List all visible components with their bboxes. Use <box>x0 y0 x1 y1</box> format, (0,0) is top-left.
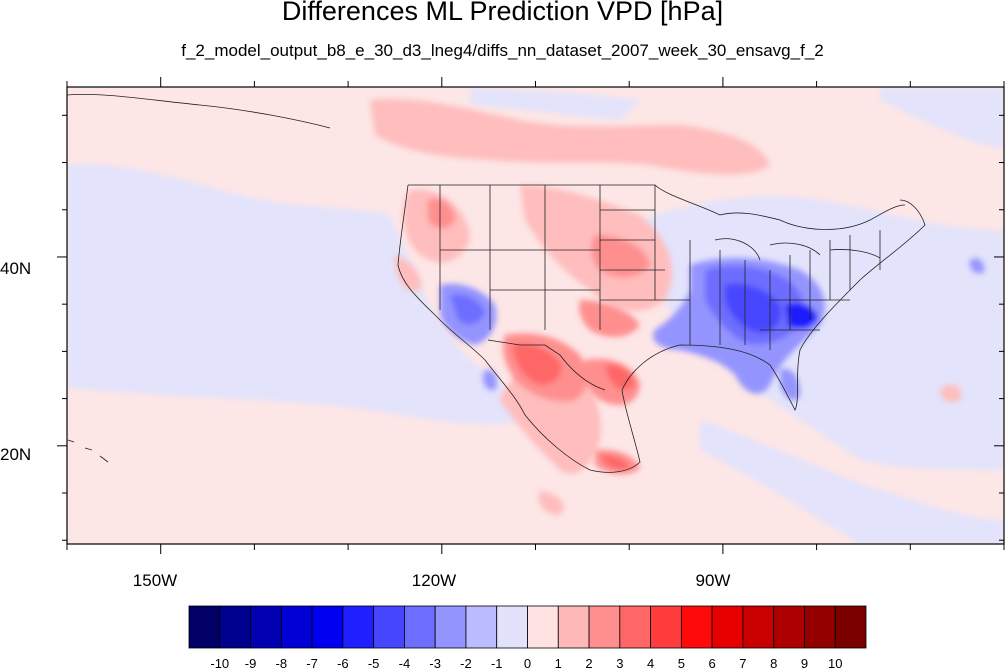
colorbar-label: 6 <box>709 656 716 671</box>
colorbar-box <box>404 605 436 649</box>
colorbar-box <box>188 605 221 649</box>
colorbar-boxes <box>188 605 867 649</box>
colorbar-label: -7 <box>306 656 318 671</box>
lon-label-150w: 150W <box>132 571 178 590</box>
colorbar-box <box>557 605 590 649</box>
colorbar-box <box>250 605 282 649</box>
lat-label-40n: 40N <box>0 259 32 278</box>
colorbar-label: 7 <box>739 656 746 671</box>
red-anomaly-areas <box>428 198 650 475</box>
colorbar-box <box>496 605 528 649</box>
colorbar-label: 0 <box>524 656 531 671</box>
state-lines-east <box>760 230 881 331</box>
state-lines-central <box>600 185 771 350</box>
map-plot-area <box>67 87 1004 544</box>
lon-label-120w: 120W <box>411 571 457 590</box>
colorbar-label: -6 <box>337 656 349 671</box>
colorbar-label: -10 <box>210 656 229 671</box>
great-lakes <box>714 238 881 261</box>
axis-ticks <box>57 77 1005 554</box>
map-title: Differences ML Prediction VPD [hPa] <box>281 0 724 26</box>
colorbar-box <box>742 605 775 649</box>
colorbar-box <box>804 605 836 649</box>
colorbar-box <box>711 605 744 649</box>
colorbar-label: 2 <box>585 656 592 671</box>
coastline-and-borders <box>67 93 926 473</box>
colorbar-label: 8 <box>770 656 777 671</box>
colorbar-box <box>434 605 467 649</box>
alaska-coastline <box>67 93 331 129</box>
colorbar-label: -2 <box>460 656 472 671</box>
us-canada-border <box>408 184 906 230</box>
lat-label-20n: 20N <box>0 445 32 464</box>
colorbar-box <box>680 605 713 649</box>
colorbar-label: -3 <box>429 656 441 671</box>
colorbar-box <box>650 605 682 649</box>
colorbar-box <box>373 605 405 649</box>
north-america-coastline <box>397 184 926 473</box>
colorbar-label: 4 <box>647 656 654 671</box>
us-mexico-border <box>487 339 606 391</box>
colorbar-box <box>773 605 805 649</box>
colorbar-label: -1 <box>491 656 503 671</box>
colorbar-label: 5 <box>678 656 685 671</box>
colorbar-label: 9 <box>801 656 808 671</box>
colorbar-label: 3 <box>616 656 623 671</box>
map-subtitle: f_2_model_output_b8_e_30_d3_lneg4/diffs_… <box>181 41 824 60</box>
light-blue-anomaly-areas <box>67 88 1004 544</box>
colorbar-label: -8 <box>276 656 288 671</box>
colorbar-box <box>311 605 344 649</box>
colorbar-label: 1 <box>555 656 562 671</box>
colorbar-box <box>527 605 559 649</box>
colorbar-box <box>280 605 313 649</box>
colorbar-label: -5 <box>368 656 380 671</box>
hawaii-islands <box>67 439 109 463</box>
lon-label-90w: 90W <box>695 571 731 590</box>
colorbar-label: 10 <box>828 656 842 671</box>
colorbar-label: -4 <box>399 656 411 671</box>
colorbar-labels: -10 -9 -8 -7 -6 -5 -4 -3 -2 -1 0 1 2 3 4 5 6 7 8 9 10 <box>210 656 842 671</box>
colorbar-box <box>588 605 621 649</box>
colorbar-label: -9 <box>245 656 257 671</box>
colorbar-box <box>219 605 251 649</box>
blue-anomaly-areas <box>440 258 985 401</box>
colorbar-box <box>834 605 867 649</box>
colorbar-box <box>465 605 498 649</box>
colorbar-box <box>342 605 375 649</box>
state-lines-west <box>439 185 601 330</box>
colorbar-box <box>619 605 651 649</box>
